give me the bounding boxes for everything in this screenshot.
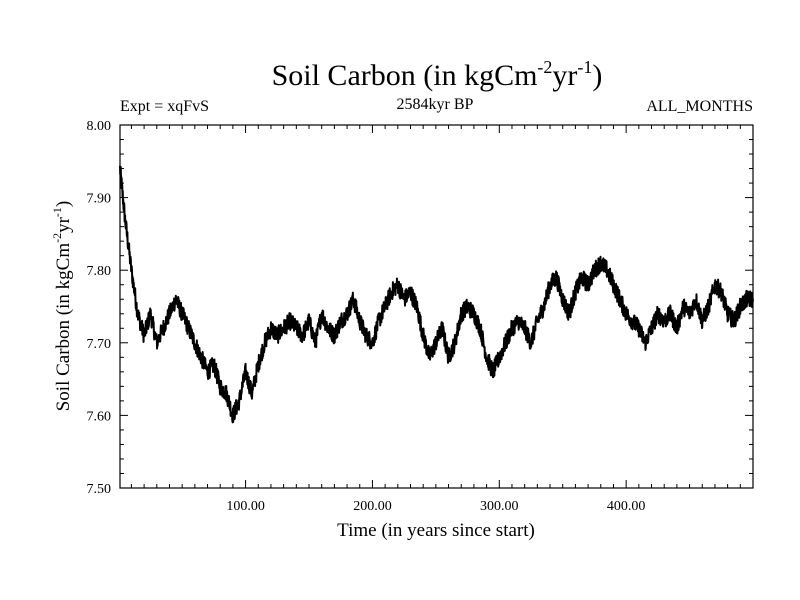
y-axis-label-end: ) [53,201,74,207]
x-tick-label: 100.00 [226,499,265,514]
y-tick-label: 7.60 [87,409,112,424]
y-tick-label: 7.90 [87,192,112,207]
series-line [119,165,754,424]
chart-title-sup1: -2 [537,57,552,77]
y-tick-label: 7.50 [87,482,112,497]
y-axis: 7.50 7.60 7.70 7.80 7.90 8.00 [87,119,753,497]
x-tick-label: 200.00 [353,499,392,514]
y-axis-label-sup2: -1 [50,207,64,217]
chart-title-mid: yr [552,59,577,92]
y-axis-label-sup1: -2 [50,233,64,243]
chart-title: Soil Carbon (in kgCm-2yr-1) [272,57,603,92]
y-axis-label-main: Soil Carbon (in kgCm [53,243,74,412]
y-tick-label: 7.80 [87,264,112,279]
data-series [119,165,754,424]
subtitle-experiment: Expt = xqFvS [120,98,209,115]
x-axis-label: Time (in years since start) [337,520,535,541]
subtitle-months: ALL_MONTHS [646,98,753,115]
y-tick-label: 7.70 [87,337,112,352]
chart-title-main: Soil Carbon (in kgCm [272,59,538,92]
y-axis-label-mid: yr [53,216,74,233]
y-tick-label: 8.00 [87,119,112,134]
y-axis-label: Soil Carbon (in kgCm-2yr-1) [50,201,74,412]
x-tick-label: 300.00 [480,499,519,514]
subtitle-period: 2584kyr BP [397,96,474,113]
chart-title-end: ) [592,59,602,92]
x-axis: 100.00 200.00 300.00 400.00 [130,125,741,514]
chart-title-sup2: -1 [577,57,592,77]
x-tick-label: 400.00 [607,499,646,514]
